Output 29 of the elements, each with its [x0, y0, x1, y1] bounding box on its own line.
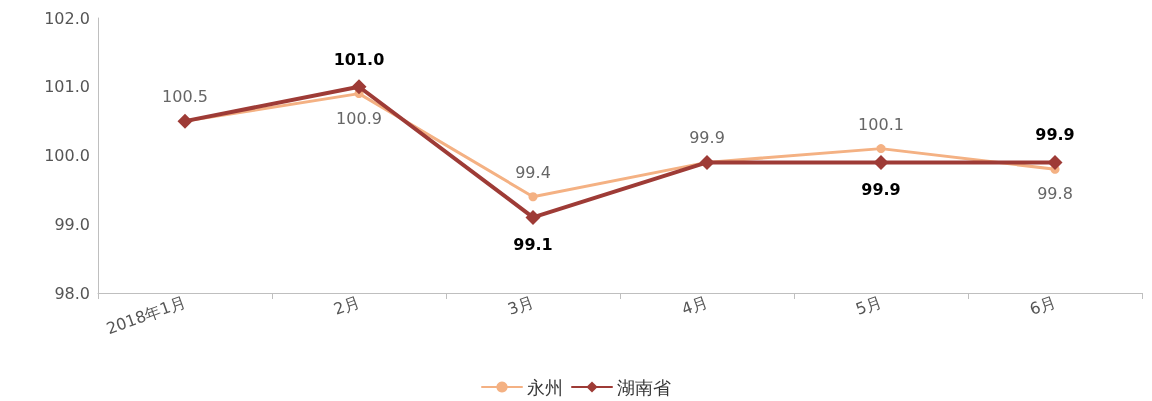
y-tick-label: 102.0 [44, 8, 90, 28]
point [873, 154, 889, 170]
data-label: 101.0 [333, 49, 385, 69]
data-label: 99.9 [1035, 125, 1075, 145]
data-label: 100.9 [336, 108, 382, 128]
legend-label: 永州 [527, 376, 563, 398]
x-tick-label: 6月 [1027, 292, 1059, 319]
data-label: 99.9 [861, 180, 901, 200]
point [525, 209, 541, 225]
point [528, 192, 538, 202]
data-label: 100.5 [162, 87, 208, 107]
legend-label: 湖南省 [617, 376, 671, 398]
data-label: 100.1 [858, 114, 904, 134]
y-tick-label: 98.0 [54, 283, 90, 303]
data-label: 99.9 [689, 128, 725, 148]
data-label: 99.1 [513, 235, 553, 255]
y-tick-label: 101.0 [44, 77, 90, 97]
point [351, 79, 367, 95]
y-tick-label: 100.0 [44, 146, 90, 165]
data-label: 99.4 [515, 162, 551, 182]
x-tick-label: 2月 [331, 292, 363, 319]
point [1047, 154, 1063, 170]
x-tick-label: 4月 [679, 292, 711, 319]
y-tick-label: 99.0 [54, 214, 90, 234]
x-tick-label: 2018年1月 [103, 292, 189, 339]
x-tick-label: 3月 [505, 292, 537, 319]
data-label: 99.8 [1037, 184, 1073, 204]
x-tick-label: 5月 [853, 292, 885, 319]
point [876, 144, 886, 154]
